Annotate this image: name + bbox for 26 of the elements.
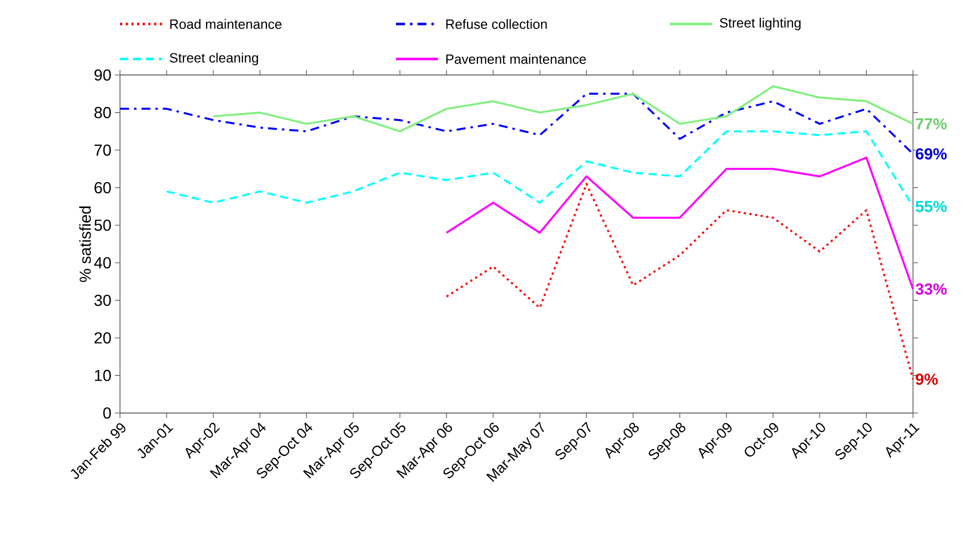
y-tick-label: 70 — [94, 144, 111, 156]
data-label: 33% — [916, 283, 947, 295]
y-tick-label: 80 — [94, 106, 111, 118]
data-label: 9% — [916, 374, 938, 385]
legend-label: Road maintenance — [170, 19, 282, 29]
legend-label: Street lighting — [720, 18, 801, 30]
legend-label: Street cleaning — [170, 52, 258, 66]
y-tick-label: 0 — [103, 407, 111, 419]
data-label: 77% — [916, 118, 947, 130]
data-label: 55% — [916, 200, 947, 212]
line-series — [446, 156, 914, 290]
line-series — [119, 92, 914, 155]
y-tick-label: 30 — [94, 294, 111, 306]
y-tick-label: 50 — [94, 220, 111, 231]
line-series — [446, 182, 914, 380]
legend-label: Pavement maintenance — [446, 54, 586, 64]
y-tick-label: 60 — [94, 182, 111, 194]
y-tick-label: 20 — [94, 332, 111, 344]
y-tick-label: 90 — [94, 69, 111, 81]
legend-label: Refuse collection — [446, 19, 547, 29]
data-label: 69% — [916, 148, 947, 160]
y-tick-label: 10 — [94, 370, 111, 382]
y-axis-title: % satisfied — [79, 206, 91, 282]
y-tick-label: 40 — [94, 257, 111, 268]
line-series — [212, 85, 914, 132]
line-series — [166, 130, 914, 208]
